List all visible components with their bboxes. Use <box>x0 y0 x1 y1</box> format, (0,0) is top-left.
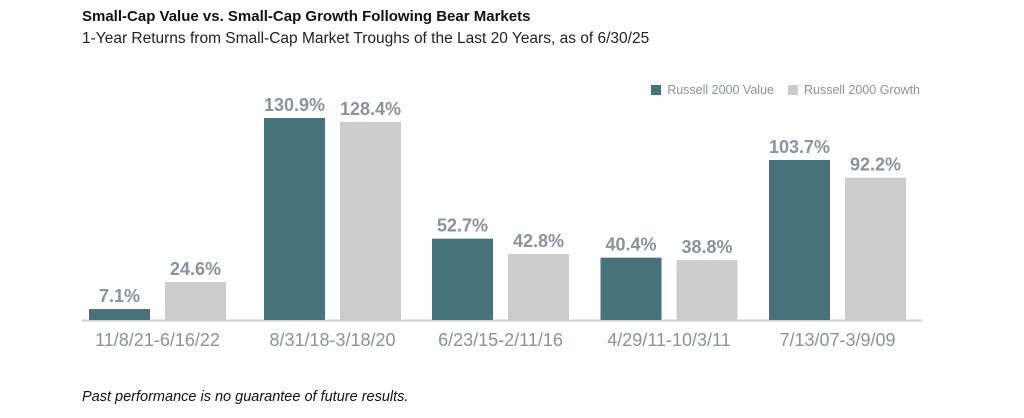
bar-value-0 <box>89 309 150 320</box>
bar-value-4 <box>769 159 830 320</box>
bar-growth-3 <box>676 260 738 320</box>
footnote: Past performance is no guarantee of futu… <box>82 389 409 405</box>
data-label-growth-2: 42.8% <box>513 231 564 251</box>
bar-value-1 <box>264 118 325 320</box>
bar-value-3 <box>600 257 662 320</box>
legend-swatch-value <box>651 85 662 95</box>
bar-growth-0 <box>165 282 226 320</box>
legend-swatch-growth <box>787 85 798 95</box>
data-label-value-3: 40.4% <box>605 235 656 255</box>
data-label-value-0: 7.1% <box>99 286 140 306</box>
chart-subtitle: 1-Year Returns from Small-Cap Market Tro… <box>82 30 650 47</box>
bar-growth-2 <box>508 253 569 320</box>
x-tick-label-4: 7/13/07-3/9/09 <box>779 330 895 350</box>
bar-value-2 <box>432 238 493 320</box>
legend-label-value: Russell 2000 Value <box>667 83 774 97</box>
legend-item-growth: Russell 2000 Growth <box>787 83 920 97</box>
bar-growth-4 <box>845 177 906 320</box>
data-label-value-1: 130.9% <box>264 95 325 115</box>
chart-title: Small-Cap Value vs. Small-Cap Growth Fol… <box>82 8 531 25</box>
x-tick-label-0: 11/8/21-6/16/22 <box>95 330 220 350</box>
x-tick-label-3: 4/29/11-10/3/11 <box>607 330 730 350</box>
chart-legend: Russell 2000 Value Russell 2000 Growth <box>651 83 920 97</box>
bar-growth-1 <box>340 121 401 320</box>
data-label-growth-3: 38.8% <box>681 237 732 257</box>
x-tick-label-1: 8/31/18-3/18/20 <box>269 330 395 350</box>
data-label-growth-1: 128.4% <box>340 99 401 119</box>
legend-item-value: Russell 2000 Value <box>651 83 774 97</box>
data-label-value-2: 52.7% <box>437 216 488 236</box>
legend-label-growth: Russell 2000 Growth <box>803 83 920 97</box>
data-label-value-4: 103.7% <box>769 137 830 157</box>
data-label-growth-4: 92.2% <box>850 155 901 175</box>
x-tick-label-2: 6/23/15-2/11/16 <box>438 330 563 350</box>
data-label-growth-0: 24.6% <box>170 259 221 279</box>
